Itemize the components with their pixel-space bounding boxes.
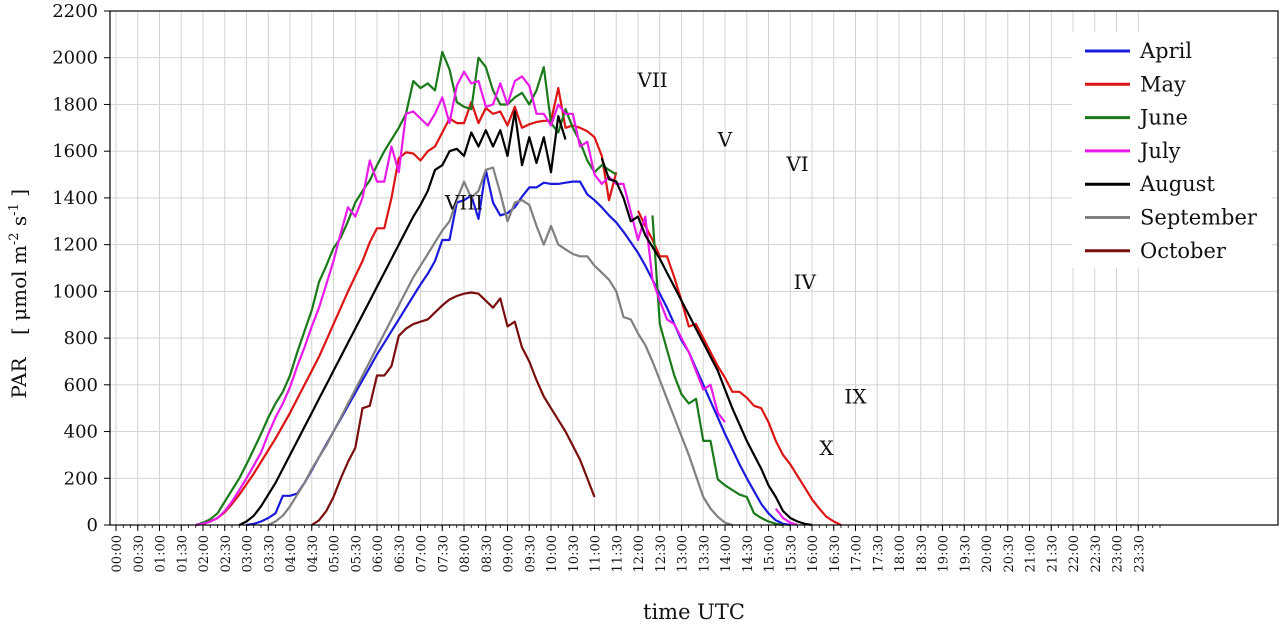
legend-label-september: September [1140,206,1258,230]
x-tick-label: 20:00 [980,535,995,572]
series-lines [195,50,842,527]
x-tick-label: 12:30 [654,535,669,572]
series-label-july: VII [636,68,667,92]
svg-text:[ μmol m-2 s-1 ]: [ μmol m-2 s-1 ] [7,189,31,335]
x-tick-label: 02:00 [197,535,212,572]
x-tick-label: 13:00 [676,535,691,572]
x-tick-label: 10:00 [545,535,560,572]
y-tick-label: 2200 [52,1,98,22]
legend-label-october: October [1140,239,1227,263]
x-tick-label: 23:00 [1111,535,1126,572]
series-line-june [651,215,784,527]
x-tick-label: 12:00 [632,535,647,572]
y-tick-label: 1200 [52,235,98,256]
x-tick-label: 15:30 [784,535,799,572]
plot-frame [109,10,1279,526]
x-tick-label: 16:00 [806,535,821,572]
y-tick-label: 1400 [52,188,98,209]
x-tick-label: 16:30 [828,535,843,572]
x-tick-label: 18:00 [893,535,908,572]
series-line-july [774,507,798,527]
x-tick-label: 04:00 [284,535,299,572]
x-tick-label: 22:00 [1067,535,1082,572]
series-label-may: V [717,128,733,152]
x-tick-label: 00:30 [132,535,147,572]
x-tick-label: 01:30 [175,535,190,572]
x-tick-label: 02:30 [219,535,234,572]
x-tick-label: 11:00 [589,535,604,572]
series-line-may [637,210,842,526]
x-tick-label: 03:00 [241,535,256,572]
y-tick-label: 2000 [52,48,98,69]
series-line-may [195,87,618,527]
x-tick-label: 09:00 [502,535,517,572]
legend-label-april: April [1139,39,1192,63]
x-tick-label: 04:30 [306,535,321,572]
x-tick-label: 01:00 [154,535,169,572]
x-tick-label: 05:30 [349,535,364,572]
x-tick-label: 17:00 [850,535,865,572]
legend-label-august: August [1139,172,1215,196]
x-tick-label: 07:00 [415,535,430,572]
series-label-october: X [819,436,834,460]
y-tick-label: 1800 [52,94,98,115]
legend: April May June July August September October [1072,32,1272,268]
x-tick-label: 14:00 [719,535,734,572]
x-tick-label: 06:30 [393,535,408,572]
x-tick-label: 08:30 [480,535,495,572]
x-tick-label: 18:30 [915,535,930,572]
series-label-september: IX [844,385,867,409]
x-tick-label: 19:30 [958,535,973,572]
x-tick-label: 19:00 [937,535,952,572]
x-tick-label: 00:00 [110,535,125,572]
y-axis-unit-label: [ μmol m-2 s-1 ] [7,189,31,335]
y-tick-label: 1600 [52,141,98,162]
legend-label-july: July [1138,139,1181,163]
legend-label-june: June [1138,106,1188,130]
series-line-september [267,166,733,527]
x-tick-label: 22:30 [1089,535,1104,572]
x-tick-label: 10:30 [567,535,582,572]
series-line-july [195,70,726,527]
series-label-june: VI [785,152,808,176]
x-tick-label: 03:30 [262,535,277,572]
x-tick-label: 06:00 [371,535,386,572]
x-tick-label: 23:30 [1132,535,1147,572]
series-roman-labels: IV V VI VII VIII IX X [444,68,867,460]
series-line-august [238,110,567,526]
y-tick-label: 800 [64,328,98,349]
legend-label-may: May [1140,72,1186,96]
series-line-august [600,157,813,527]
y-tick-label: 1000 [52,281,98,302]
y-tick-label: 200 [64,468,98,489]
x-tick-label: 09:30 [523,535,538,572]
x-tick-label: 17:30 [871,535,886,572]
x-axis-label: time UTC [643,600,745,624]
y-tick-label: 600 [64,375,98,396]
series-label-august: VIII [444,191,483,215]
y-axis-ticks: 0 200 400 600 800 1000 1200 1400 1600 1800 2000 220… [52,1,110,536]
y-tick-label: 400 [64,422,98,443]
x-tick-label: 07:30 [436,535,451,572]
x-tick-label: 14:30 [741,535,756,572]
y-tick-label: 0 [87,515,98,536]
x-tick-label: 20:30 [1002,535,1017,572]
x-tick-label: 08:00 [458,535,473,572]
y-axis-label: PAR [7,356,31,398]
series-label-april: IV [794,270,817,294]
x-axis-ticks: 00:00 00:30 01:00 01:30 02:00 02:30 03:00 03:30… [110,525,1161,572]
x-tick-label: 21:30 [1045,535,1060,572]
x-tick-label: 11:30 [610,535,625,572]
x-tick-label: 13:30 [697,535,712,572]
x-tick-label: 05:00 [328,535,343,572]
series-line-october [311,291,596,526]
x-tick-label: 21:00 [1024,535,1039,572]
x-tick-label: 15:00 [763,535,778,572]
series-line-june [195,50,617,527]
